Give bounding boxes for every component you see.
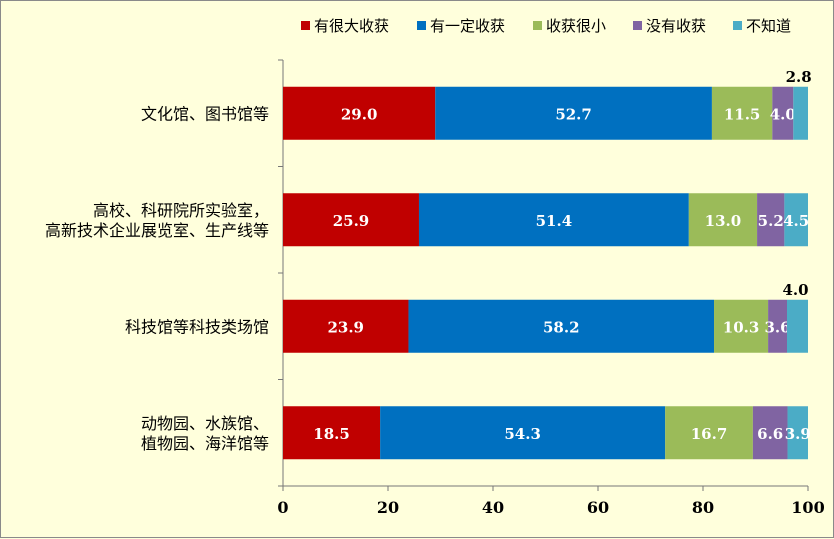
bar-segment [380, 406, 666, 460]
x-tick-label: 20 [377, 498, 399, 517]
legend-swatch [633, 21, 642, 30]
data-label: 4.0 [770, 105, 796, 123]
category-label: 动物园、水族馆、 [141, 414, 269, 433]
category-label: 文化馆、图书馆等 [141, 104, 269, 123]
data-label: 5.2 [758, 212, 784, 230]
data-label: 23.9 [327, 318, 364, 336]
x-tick-label: 40 [482, 498, 504, 517]
x-tick-label: 60 [587, 498, 609, 517]
data-label: 10.3 [723, 318, 760, 336]
bar-segment [283, 406, 381, 460]
data-label: 58.2 [543, 318, 580, 336]
data-label: 4.5 [783, 212, 809, 230]
bar-segment [787, 406, 808, 460]
bar-segment [711, 86, 773, 140]
data-label: 6.6 [757, 425, 783, 443]
legend-label: 收获很小 [546, 17, 606, 35]
legend-swatch [733, 21, 742, 30]
bar-segment [784, 193, 808, 247]
x-tick-label: 80 [692, 498, 714, 517]
x-tick-label: 100 [791, 498, 824, 517]
legend-label: 有一定收获 [430, 17, 505, 35]
legend-swatch [417, 21, 426, 30]
bar-segment [768, 299, 787, 353]
bar-segment [283, 299, 409, 353]
x-tick-label: 0 [277, 498, 288, 517]
bar-segment [772, 86, 794, 140]
data-label: 29.0 [341, 105, 378, 123]
bar-segment [418, 193, 689, 247]
data-label: 51.4 [536, 212, 573, 230]
bar-segment [787, 299, 808, 353]
bar-segment [283, 193, 419, 247]
legend-label: 不知道 [746, 17, 791, 35]
data-label: 2.8 [786, 68, 812, 86]
bar-segment [757, 193, 785, 247]
legend-swatch [533, 21, 542, 30]
data-label: 3.6 [764, 318, 790, 336]
legend-label: 有很大收获 [314, 17, 389, 35]
data-label: 13.0 [705, 212, 742, 230]
bar-segment [435, 86, 712, 140]
data-label: 11.5 [724, 105, 761, 123]
data-label: 25.9 [333, 212, 370, 230]
category-label: 植物园、海洋馆等 [141, 434, 269, 453]
category-label: 高校、科研院所实验室， [93, 201, 269, 220]
bar-segment [688, 193, 758, 247]
data-label: 4.0 [782, 281, 808, 299]
bar-segment [793, 86, 808, 140]
bar-segment [752, 406, 788, 460]
data-label: 18.5 [313, 425, 350, 443]
bar-segment [665, 406, 753, 460]
category-label: 高新技术企业展览室、生产线等 [45, 221, 269, 240]
legend-label: 没有收获 [646, 17, 706, 35]
bar-segment [408, 299, 715, 353]
data-label: 52.7 [555, 105, 592, 123]
data-label: 54.3 [504, 425, 541, 443]
category-label: 科技馆等科技类场馆 [125, 317, 269, 336]
bar-segment [283, 86, 436, 140]
bar-segment [714, 299, 769, 353]
legend-swatch [301, 21, 310, 30]
data-label: 3.9 [785, 425, 811, 443]
data-label: 16.7 [691, 425, 728, 443]
